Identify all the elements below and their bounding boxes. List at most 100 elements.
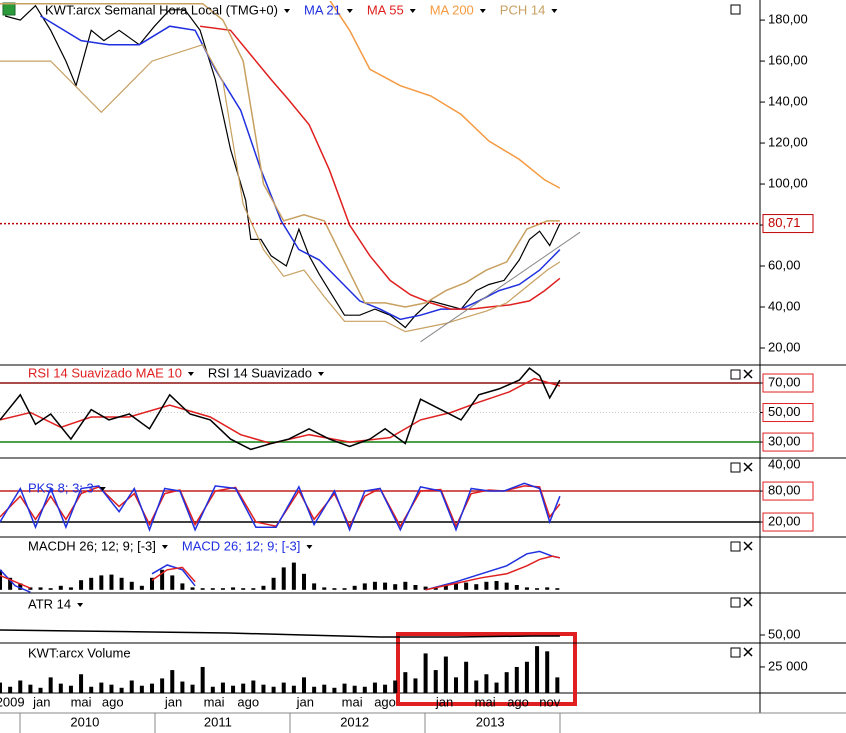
bar (220, 682, 225, 693)
bar (261, 684, 266, 693)
series-line-lower (0, 43, 561, 333)
bar (291, 685, 296, 693)
bar (271, 686, 276, 693)
y-tick-label: 160,00 (768, 53, 808, 68)
legend-entry[interactable]: MACD 26; 12; 9; [-3] (182, 538, 301, 553)
bar (200, 588, 205, 590)
y-tick-label: 100,00 (768, 175, 808, 190)
legend-entry[interactable]: ATR 14 (28, 596, 71, 611)
bar (555, 588, 560, 590)
bar (28, 684, 33, 693)
series-line (329, 1, 561, 189)
bar (494, 682, 499, 693)
x-tick-label: jan (435, 694, 453, 709)
legend-dropdown (551, 9, 558, 13)
bar (454, 677, 458, 693)
bar (322, 684, 327, 693)
bar (119, 577, 124, 590)
bar (443, 585, 448, 590)
bar (545, 587, 550, 590)
series-line (0, 482, 561, 532)
last-price-label: 80,71 (768, 215, 801, 230)
bar (484, 674, 489, 693)
bar (251, 588, 256, 590)
app-icon[interactable] (2, 2, 16, 16)
bar (494, 581, 499, 590)
maximize-button[interactable] (730, 597, 741, 608)
series-line (0, 629, 560, 638)
bar (535, 588, 540, 590)
series-line (0, 485, 561, 529)
close-button[interactable] (743, 462, 753, 472)
tick-box (762, 403, 814, 423)
bar (312, 686, 317, 693)
legend-dropdown (409, 9, 416, 13)
close-button[interactable] (743, 647, 753, 657)
bar (48, 588, 53, 590)
legend-entry[interactable]: PKS 8; 3; 3 (28, 480, 94, 495)
panel (0, 550, 561, 593)
bar (383, 684, 388, 693)
bar (241, 588, 246, 590)
bar (413, 585, 418, 590)
legend-entry[interactable]: MA 55 (367, 2, 404, 17)
tick-box (762, 481, 814, 501)
bar (109, 574, 114, 590)
bar (423, 586, 428, 590)
bar (423, 653, 428, 693)
bar (372, 682, 377, 693)
bar (68, 587, 73, 590)
legend-entry[interactable]: KWT:arcx Volume (28, 645, 131, 660)
bar (352, 685, 357, 693)
x-tick-label: ago (237, 694, 259, 709)
legend-entry[interactable]: PCH 14 (500, 2, 546, 17)
bar (58, 585, 63, 590)
legend-entry[interactable]: MA 200 (430, 2, 474, 17)
panel (0, 1, 581, 343)
y-tick-label: 120,00 (768, 134, 808, 149)
maximize-button[interactable] (730, 369, 741, 380)
bar (474, 584, 479, 590)
bar (281, 567, 286, 590)
y-tick-label: 80,00 (768, 482, 801, 497)
bar (231, 685, 236, 693)
bar (302, 573, 306, 590)
bar (514, 585, 519, 590)
bar (180, 583, 185, 590)
close-button[interactable] (743, 597, 753, 607)
y-tick-label: 30,00 (768, 433, 801, 448)
bar (514, 666, 519, 693)
close-button[interactable] (743, 369, 753, 379)
year-label: 2013 (476, 714, 505, 729)
bar (464, 582, 469, 590)
bar (433, 670, 438, 693)
bar (484, 581, 489, 590)
legend-dropdown (306, 545, 313, 549)
bar (241, 683, 246, 693)
maximize-button[interactable] (730, 462, 741, 473)
bar (504, 582, 509, 590)
legend-dropdown (77, 603, 84, 607)
legend-entry[interactable]: RSI 14 Suavizado MAE 10 (28, 365, 182, 380)
maximize-button[interactable] (730, 541, 741, 552)
x-tick-label: ago (374, 694, 396, 709)
bar (139, 685, 144, 693)
panel (0, 629, 560, 638)
legend-entry[interactable]: KWT:arcx Semanal Hora Local (TMG+0) (45, 2, 278, 17)
maximize-button[interactable] (730, 647, 741, 658)
close-button[interactable] (743, 541, 753, 551)
x-tick-label: mai (342, 694, 363, 709)
legend-entry[interactable]: MACDH 26; 12; 9; [-3] (28, 538, 156, 553)
maximize-button[interactable] (730, 4, 741, 15)
legend-entry[interactable]: MA 21 (304, 2, 341, 17)
bar (150, 683, 154, 693)
y-tick-label: 180,00 (768, 12, 808, 27)
legend-dropdown (318, 372, 324, 376)
highlight-box (396, 632, 577, 706)
bar (200, 666, 205, 693)
bar (99, 682, 104, 693)
legend-entry[interactable]: RSI 14 Suavizado (208, 365, 312, 380)
